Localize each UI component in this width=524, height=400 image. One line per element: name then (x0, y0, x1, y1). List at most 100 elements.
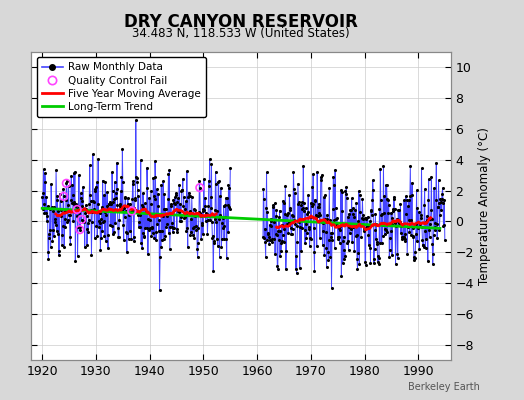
Point (299, 205, 307, 212)
Point (391, 220, 399, 226)
Point (220, 202, 228, 209)
Point (58, 232, 67, 238)
Point (351, 206, 359, 213)
Point (307, 235, 315, 242)
Point (80, 217, 88, 224)
Point (357, 234, 365, 240)
Point (304, 224, 313, 230)
Point (368, 212, 376, 218)
Point (196, 210, 204, 216)
Point (303, 230, 311, 236)
Point (208, 161, 216, 167)
Point (171, 194, 179, 201)
Point (60, 193, 68, 200)
Point (76, 224, 84, 230)
Point (330, 182, 338, 189)
Point (88, 219, 96, 226)
Point (56, 212, 64, 218)
Point (68, 182, 77, 188)
Point (431, 220, 439, 227)
Point (127, 208, 135, 215)
Point (130, 197, 139, 203)
Point (77, 190, 85, 196)
Point (62, 180, 71, 186)
Point (410, 253, 419, 260)
Point (197, 236, 205, 242)
Point (212, 219, 221, 225)
Point (52, 196, 61, 203)
Point (436, 196, 444, 203)
Point (173, 228, 181, 235)
Point (72, 203, 80, 210)
Point (386, 227, 395, 234)
Point (146, 217, 154, 223)
Point (110, 229, 118, 235)
Point (143, 184, 151, 191)
Point (323, 212, 331, 218)
Point (142, 209, 150, 215)
Point (266, 237, 275, 244)
Point (299, 162, 308, 169)
Point (131, 195, 139, 201)
Point (404, 203, 412, 210)
Point (74, 203, 83, 209)
Point (141, 225, 149, 231)
Point (261, 254, 270, 260)
Point (79, 184, 87, 190)
Point (78, 216, 86, 223)
Point (171, 200, 179, 207)
Point (427, 174, 435, 180)
Point (424, 176, 433, 183)
Point (429, 261, 437, 267)
Point (91, 186, 100, 192)
Point (125, 201, 134, 208)
Point (157, 182, 166, 188)
Point (432, 160, 441, 166)
Point (274, 266, 282, 272)
Point (281, 210, 289, 217)
Point (394, 255, 402, 261)
Point (300, 208, 309, 214)
Point (223, 195, 232, 202)
Point (225, 204, 233, 210)
Point (343, 194, 351, 201)
Point (383, 196, 391, 202)
Point (130, 237, 138, 244)
Point (213, 236, 221, 242)
Point (137, 202, 146, 208)
Point (176, 218, 184, 224)
Point (149, 192, 158, 199)
Point (389, 208, 397, 215)
Point (418, 236, 427, 243)
Point (361, 215, 369, 221)
Point (382, 227, 390, 233)
Point (161, 206, 170, 212)
Point (211, 216, 219, 223)
Point (403, 251, 411, 258)
Point (355, 188, 363, 194)
Point (60, 244, 68, 250)
Point (152, 237, 160, 243)
Point (366, 260, 375, 266)
Point (94, 156, 102, 162)
Point (441, 237, 449, 244)
Point (156, 228, 165, 234)
Point (176, 201, 184, 207)
Point (155, 287, 163, 294)
Point (294, 201, 302, 208)
Point (430, 227, 439, 233)
Point (47, 205, 56, 211)
Point (167, 201, 175, 207)
Point (358, 212, 367, 219)
Point (190, 235, 199, 241)
Point (138, 245, 146, 252)
Point (307, 200, 315, 206)
Point (388, 252, 396, 258)
Point (53, 231, 62, 237)
Point (45, 235, 53, 242)
Point (396, 218, 404, 225)
Point (395, 206, 403, 213)
Point (103, 203, 111, 210)
Point (89, 151, 97, 158)
Point (54, 207, 62, 214)
